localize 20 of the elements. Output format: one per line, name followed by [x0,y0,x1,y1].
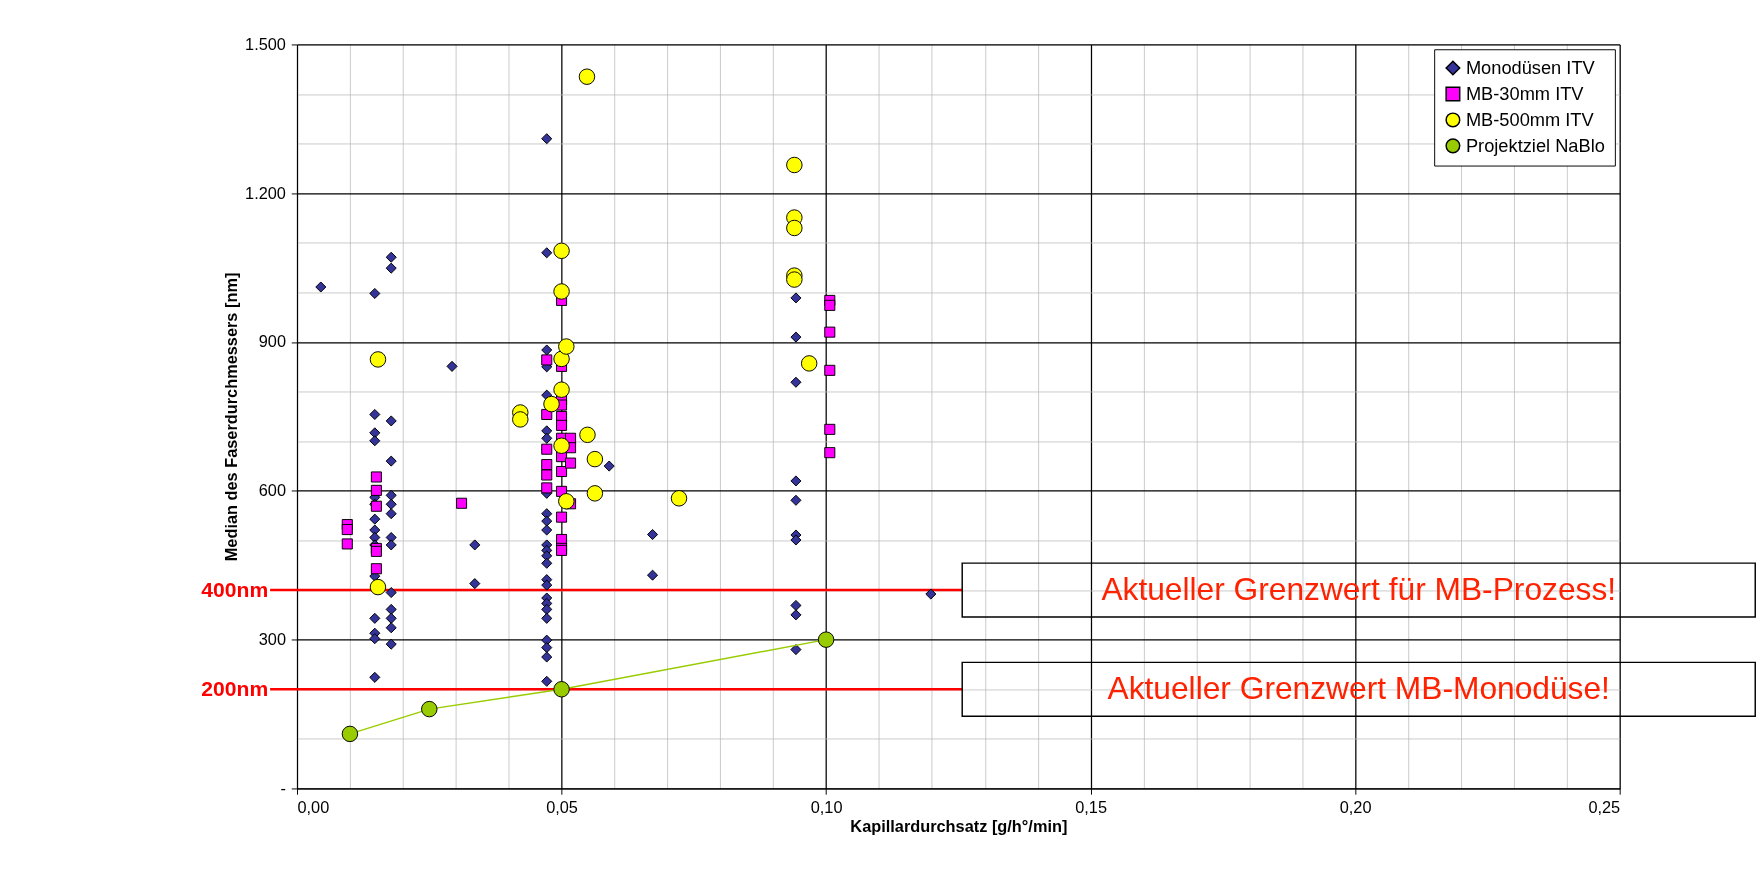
y-axis-title: Median des Faserdurchmessers [nm] [222,272,241,562]
x-axis-title: Kapillardurchsatz [g/h°/min] [850,817,1068,836]
y-tick-label: 300 [258,629,286,648]
ref-line-label: 400nm [201,577,269,601]
x-tick-label: 0,20 [1339,797,1372,816]
y-tick-label: - [280,778,286,797]
y-tick-label: 1.500 [245,34,286,53]
legend-label: Projektziel NaBlo [1465,134,1605,156]
y-tick-label: 1.200 [245,183,286,202]
legend-label: MB-30mm ITV [1465,82,1585,104]
y-tick-label: 600 [258,481,286,500]
x-tick-label: 0,10 [810,797,843,816]
x-tick-label: 0,25 [1588,797,1621,816]
ref-line-label: 200nm [201,676,269,700]
x-tick-label: 0,00 [297,797,330,816]
legend-label: MB-500mm ITV [1465,108,1595,130]
y-tick-label: 900 [258,332,286,351]
x-tick-label: 0,05 [546,797,578,816]
legend-label: Monodüsen ITV [1465,56,1596,78]
x-tick-label: 0,15 [1075,797,1107,816]
